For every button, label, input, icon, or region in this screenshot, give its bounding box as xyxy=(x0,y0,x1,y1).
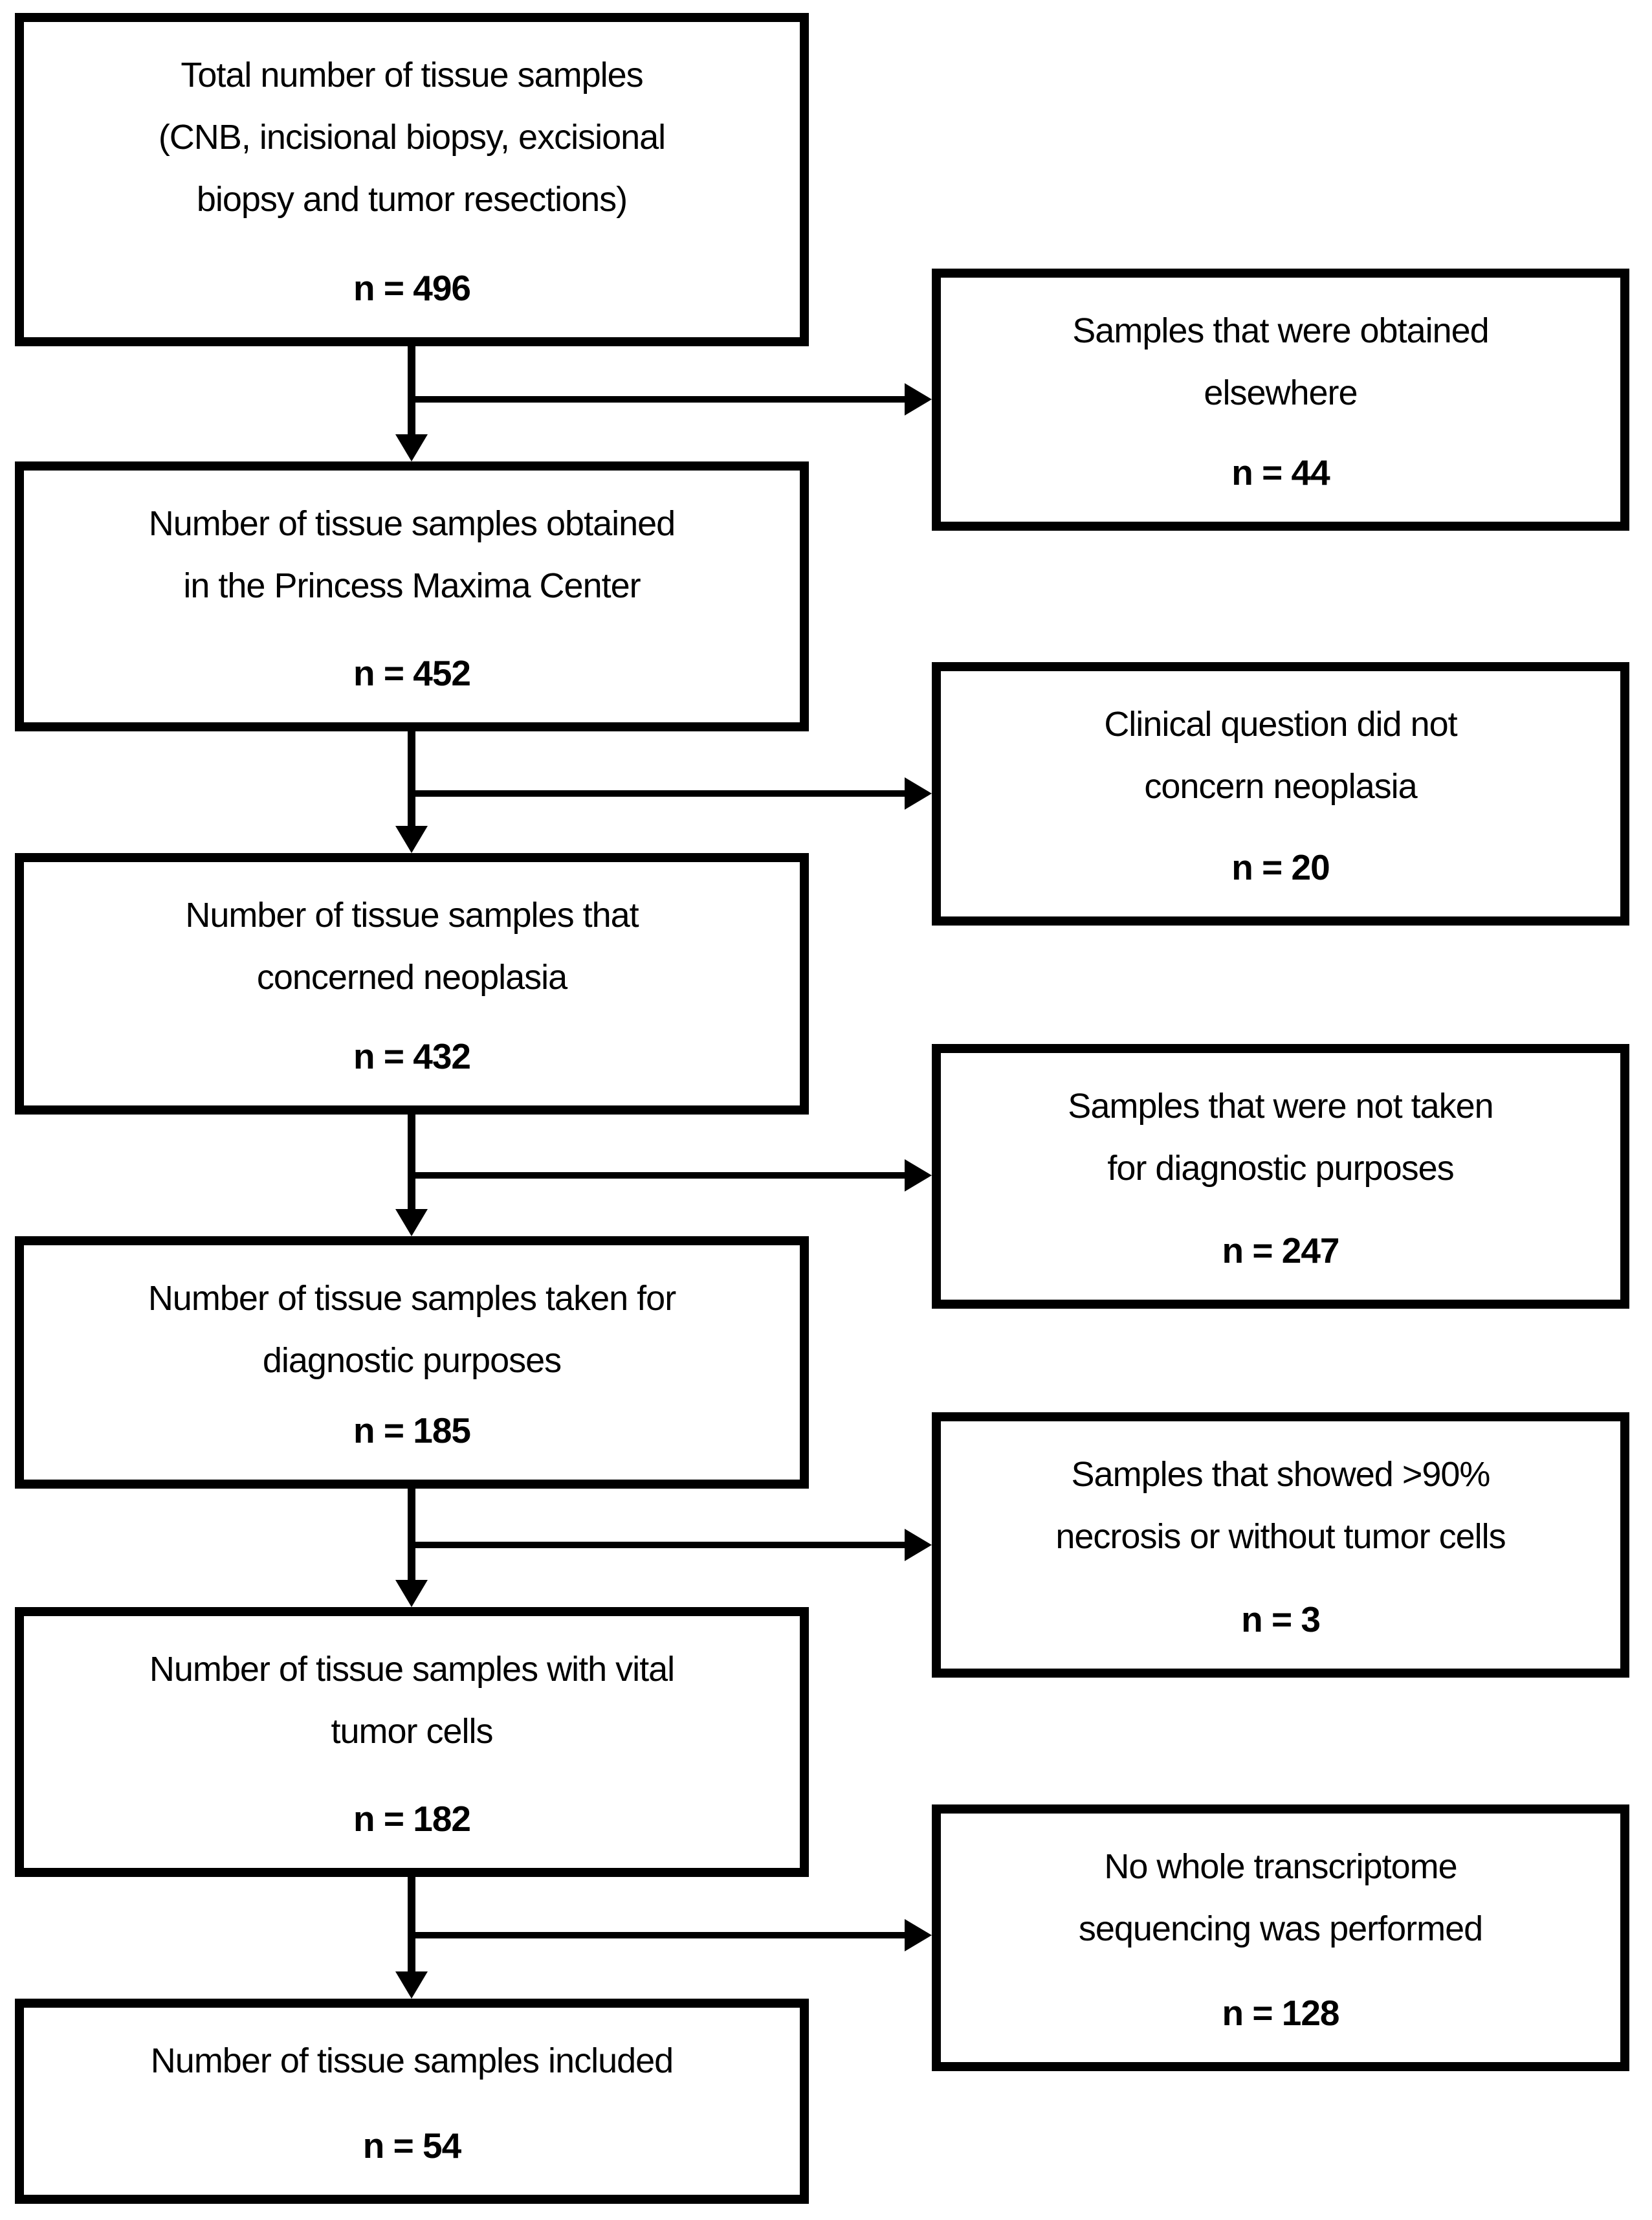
text-line: Number of tissue samples taken for xyxy=(148,1279,676,1318)
connector-right-line xyxy=(412,1172,905,1179)
text-line: biopsy and tumor resections) xyxy=(196,180,628,219)
connector-right-line xyxy=(412,790,905,797)
box-text: Number of tissue samples obtained in the… xyxy=(47,493,776,617)
connector-down-line xyxy=(408,346,415,434)
box-no-transcriptome-sequencing: No whole transcriptome sequencing was pe… xyxy=(932,1804,1629,2071)
box-diagnostic-purposes: Number of tissue samples taken for diagn… xyxy=(15,1236,809,1489)
sample-count: n = 3 xyxy=(1241,1599,1321,1639)
box-text: Number of tissue samples included xyxy=(47,2030,776,2092)
connector-right-line xyxy=(412,1542,905,1548)
sample-count: n = 496 xyxy=(353,268,471,308)
sample-count: n = 185 xyxy=(353,1410,471,1450)
box-text: Number of tissue samples that concerned … xyxy=(47,884,776,1008)
sample-count: n = 182 xyxy=(353,1799,471,1839)
sample-count: n = 452 xyxy=(353,653,471,693)
sample-count: n = 44 xyxy=(1231,452,1330,493)
box-text: Samples that showed >90% necrosis or wit… xyxy=(964,1443,1597,1568)
connector-right-line xyxy=(412,396,905,403)
box-text: Number of tissue samples with vital tumo… xyxy=(47,1638,776,1762)
arrow-down-icon xyxy=(395,1209,428,1236)
box-text: Number of tissue samples taken for diagn… xyxy=(47,1267,776,1392)
text-line: diagnostic purposes xyxy=(262,1341,562,1380)
text-line: for diagnostic purposes xyxy=(1107,1149,1454,1188)
box-no-neoplasia-question: Clinical question did not concern neopla… xyxy=(932,662,1629,926)
arrow-down-icon xyxy=(395,826,428,853)
arrow-down-icon xyxy=(395,1580,428,1607)
sample-count: n = 432 xyxy=(353,1036,471,1076)
sample-count: n = 54 xyxy=(362,2126,461,2166)
box-necrosis-no-tumor-cells: Samples that showed >90% necrosis or wit… xyxy=(932,1412,1629,1678)
connector-down-line xyxy=(408,1877,415,1971)
box-vital-tumor-cells: Number of tissue samples with vital tumo… xyxy=(15,1607,809,1877)
arrow-right-icon xyxy=(905,1919,932,1951)
text-line: necrosis or without tumor cells xyxy=(1055,1517,1506,1556)
box-text: Total number of tissue samples (CNB, inc… xyxy=(47,44,776,230)
text-line: Total number of tissue samples xyxy=(181,56,643,94)
box-text: Samples that were not taken for diagnost… xyxy=(964,1075,1597,1199)
sample-count: n = 247 xyxy=(1222,1230,1339,1271)
connector-down-line xyxy=(408,731,415,826)
text-line: concern neoplasia xyxy=(1144,767,1417,806)
text-line: Samples that were not taken xyxy=(1068,1087,1493,1126)
text-line: Clinical question did not xyxy=(1104,705,1457,744)
text-line: Samples that showed >90% xyxy=(1071,1455,1491,1494)
arrow-right-icon xyxy=(905,383,932,416)
text-line: tumor cells xyxy=(331,1712,493,1751)
text-line: Number of tissue samples that xyxy=(185,896,639,935)
box-not-diagnostic: Samples that were not taken for diagnost… xyxy=(932,1044,1629,1309)
connector-down-line xyxy=(408,1489,415,1580)
text-line: in the Princess Maxima Center xyxy=(183,566,641,605)
box-total-samples: Total number of tissue samples (CNB, inc… xyxy=(15,13,809,346)
text-line: Samples that were obtained xyxy=(1072,311,1489,350)
sample-count: n = 20 xyxy=(1231,847,1330,887)
text-line: elsewhere xyxy=(1204,373,1358,412)
arrow-down-icon xyxy=(395,1971,428,1999)
arrow-down-icon xyxy=(395,434,428,461)
arrow-right-icon xyxy=(905,1159,932,1192)
text-line: sequencing was performed xyxy=(1078,1909,1483,1948)
box-included: Number of tissue samples included n = 54 xyxy=(15,1999,809,2204)
text-line: concerned neoplasia xyxy=(256,958,567,997)
text-line: (CNB, incisional biopsy, excisional xyxy=(158,118,666,157)
arrow-right-icon xyxy=(905,1529,932,1561)
box-text: No whole transcriptome sequencing was pe… xyxy=(964,1836,1597,1960)
box-text: Samples that were obtained elsewhere xyxy=(964,300,1597,424)
box-text: Clinical question did not concern neopla… xyxy=(964,693,1597,817)
text-line: Number of tissue samples included xyxy=(150,2041,674,2080)
box-concerned-neoplasia: Number of tissue samples that concerned … xyxy=(15,853,809,1115)
text-line: Number of tissue samples with vital xyxy=(149,1650,675,1689)
connector-down-line xyxy=(408,1115,415,1209)
text-line: Number of tissue samples obtained xyxy=(148,504,676,543)
sample-count: n = 128 xyxy=(1222,1993,1339,2033)
box-obtained-maxima-center: Number of tissue samples obtained in the… xyxy=(15,461,809,731)
connector-right-line xyxy=(412,1932,905,1938)
box-obtained-elsewhere: Samples that were obtained elsewhere n =… xyxy=(932,269,1629,531)
text-line: No whole transcriptome xyxy=(1104,1847,1457,1886)
arrow-right-icon xyxy=(905,777,932,810)
